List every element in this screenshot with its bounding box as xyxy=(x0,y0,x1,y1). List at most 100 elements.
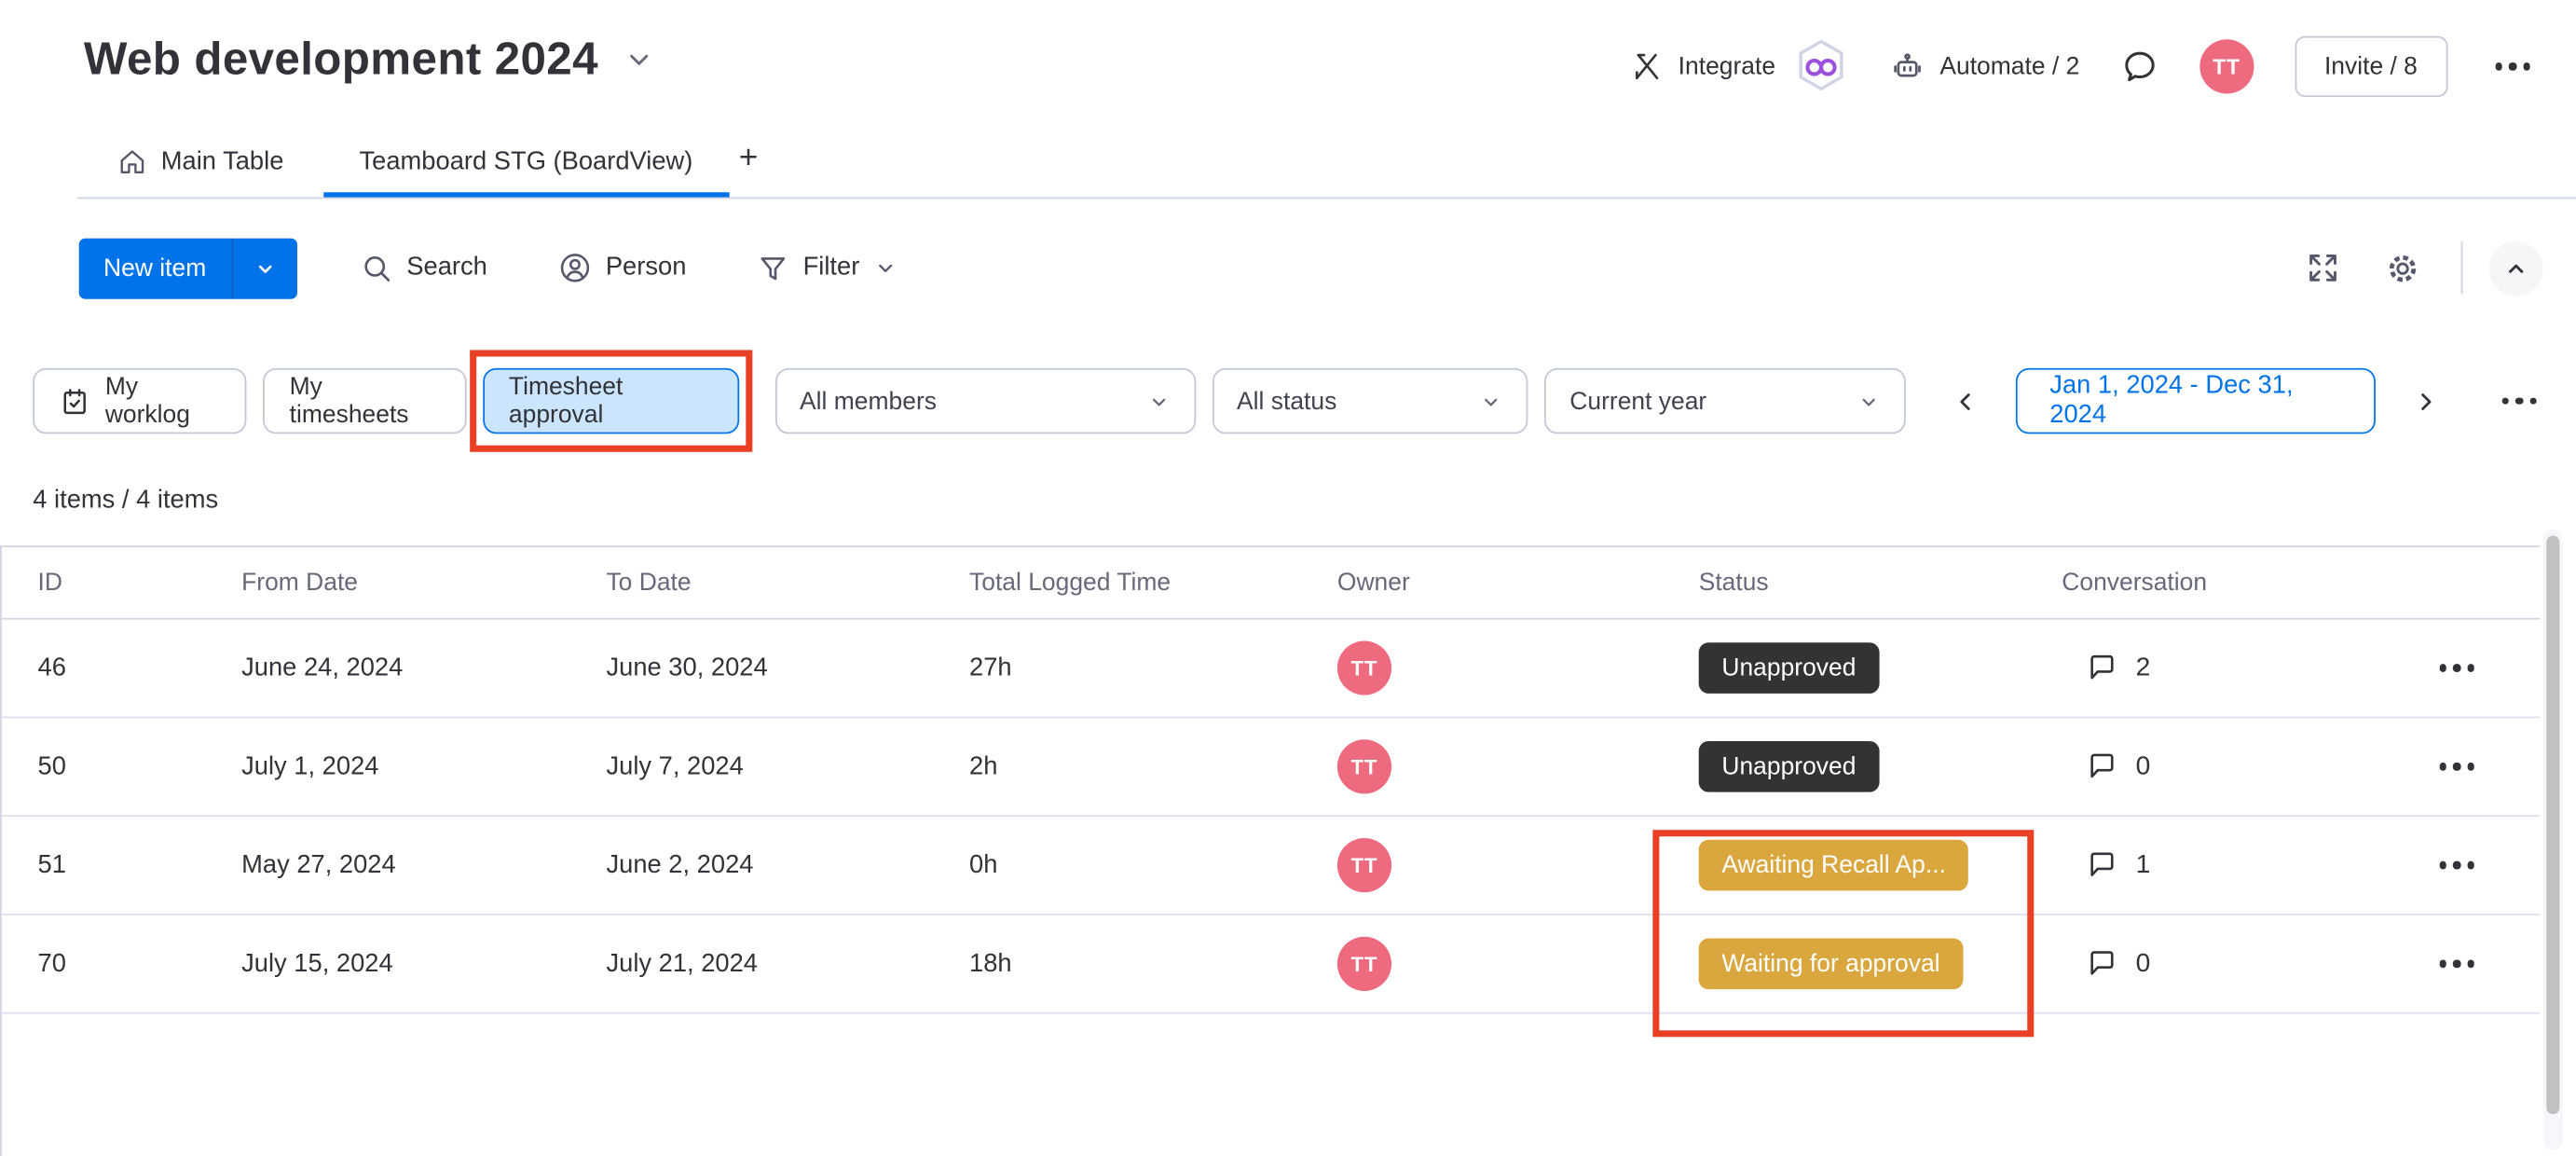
table-row: 70 July 15, 2024 July 21, 2024 18h TT Wa… xyxy=(1,915,2541,1014)
conversation-count: 0 xyxy=(2135,948,2151,977)
integrate-label: Integrate xyxy=(1678,52,1776,81)
owner-avatar[interactable]: TT xyxy=(1336,838,1392,893)
conversation-button[interactable]: 0 xyxy=(2062,750,2374,784)
date-range-button[interactable]: Jan 1, 2024 - Dec 31, 2024 xyxy=(2015,367,2376,434)
status-badge[interactable]: Waiting for approval xyxy=(1698,938,1964,990)
status-badge[interactable]: Awaiting Recall Ap... xyxy=(1698,839,1969,891)
chevron-down-icon xyxy=(1485,397,1499,406)
table-scrollbar xyxy=(2542,529,2563,1150)
scrollbar-thumb[interactable] xyxy=(2546,535,2560,1115)
cell-from-date[interactable]: July 15, 2024 xyxy=(241,948,393,977)
chip-my-timesheets-label: My timesheets xyxy=(289,373,409,430)
owner-avatar[interactable]: TT xyxy=(1336,936,1392,991)
cell-to-date[interactable]: July 7, 2024 xyxy=(606,751,744,780)
speech-bubble-icon xyxy=(2090,654,2114,680)
cell-to-date[interactable]: June 2, 2024 xyxy=(606,850,754,879)
filter-chevron-icon xyxy=(879,264,893,273)
column-header-from-date[interactable]: From Date xyxy=(241,568,359,597)
row-menu-button[interactable] xyxy=(2432,756,2481,777)
cell-id: 70 xyxy=(37,948,66,977)
invite-button[interactable]: Invite / 8 xyxy=(2295,35,2447,98)
integration-hexagon-badge xyxy=(1793,37,1847,96)
column-header-conversation[interactable]: Conversation xyxy=(2062,568,2208,597)
owner-avatar[interactable]: TT xyxy=(1336,739,1392,794)
new-item-split-button: New item xyxy=(78,237,297,298)
chip-my-worklog-label: My worklog xyxy=(104,373,190,430)
period-dropdown[interactable]: Current year xyxy=(1544,367,1906,434)
cell-total-logged-time: 0h xyxy=(969,850,998,879)
board-toolbar: New item Search Person Filter xyxy=(78,237,2543,299)
search-label: Search xyxy=(406,253,487,282)
column-header-to-date[interactable]: To Date xyxy=(606,568,692,597)
filter-button[interactable]: Filter xyxy=(748,241,905,295)
conversation-button[interactable]: 0 xyxy=(2062,946,2374,981)
conversation-count: 0 xyxy=(2135,751,2151,780)
add-view-tab-button[interactable]: + xyxy=(738,139,759,176)
column-header-owner[interactable]: Owner xyxy=(1336,568,1410,597)
board-header: Web development 2024 Integrate xyxy=(0,0,2576,118)
status-badge[interactable]: Unapproved xyxy=(1698,642,1880,694)
chip-timesheet-approval[interactable]: Timesheet approval xyxy=(469,350,752,452)
collapse-header-button[interactable] xyxy=(2488,241,2543,296)
search-icon xyxy=(359,251,393,285)
status-dropdown-value: All status xyxy=(1237,387,1337,416)
board-menu-button[interactable] xyxy=(2488,56,2537,76)
column-header-id[interactable]: ID xyxy=(37,568,62,597)
row-menu-button[interactable] xyxy=(2432,658,2481,679)
previous-period-button[interactable] xyxy=(1938,378,1992,425)
cell-from-date[interactable]: July 1, 2024 xyxy=(241,751,379,780)
user-avatar[interactable]: TT xyxy=(2199,39,2254,94)
person-filter-button[interactable]: Person xyxy=(550,240,693,296)
speech-bubble-icon xyxy=(2090,753,2114,778)
home-icon xyxy=(116,146,147,177)
tab-teamboard-stg[interactable]: Teamboard STG (BoardView) xyxy=(322,147,730,198)
board-title-chevron-icon[interactable] xyxy=(622,41,658,77)
cell-from-date[interactable]: May 27, 2024 xyxy=(241,850,396,879)
fullscreen-icon[interactable] xyxy=(2305,250,2341,286)
automate-button[interactable]: Automate / 2 xyxy=(1889,48,2079,85)
table-header-row: ID From Date To Date Total Logged Time O… xyxy=(1,547,2541,620)
chip-my-worklog[interactable]: My worklog xyxy=(33,367,247,434)
integrate-button[interactable]: Integrate xyxy=(1629,37,1848,96)
cell-to-date[interactable]: June 30, 2024 xyxy=(606,653,768,681)
owner-avatar[interactable]: TT xyxy=(1336,640,1392,695)
column-header-status[interactable]: Status xyxy=(1698,568,1769,597)
cell-from-date[interactable]: June 24, 2024 xyxy=(241,653,404,681)
filter-bar: My worklog My timesheets Timesheet appro… xyxy=(33,350,2543,452)
chevron-down-icon xyxy=(1152,397,1165,406)
search-button[interactable]: Search xyxy=(352,241,494,295)
next-period-button[interactable] xyxy=(2398,378,2452,425)
filter-more-options-button[interactable] xyxy=(2495,391,2543,411)
chat-bubble-icon[interactable] xyxy=(2120,48,2158,86)
tab-teamboard-label: Teamboard STG (BoardView) xyxy=(359,147,693,176)
tab-main-table[interactable]: Main Table xyxy=(77,146,323,198)
cell-to-date[interactable]: July 21, 2024 xyxy=(606,948,759,977)
board-settings-gear-icon[interactable] xyxy=(2384,249,2422,287)
chevron-down-icon xyxy=(1861,397,1875,406)
tab-main-table-label: Main Table xyxy=(160,146,284,175)
row-menu-button[interactable] xyxy=(2432,954,2481,974)
members-dropdown[interactable]: All members xyxy=(774,367,1196,434)
page-title: Web development 2024 xyxy=(83,33,598,84)
table-row: 50 July 1, 2024 July 7, 2024 2h TT Unapp… xyxy=(1,718,2541,818)
column-header-total-logged-time[interactable]: Total Logged Time xyxy=(969,568,1172,597)
status-dropdown[interactable]: All status xyxy=(1212,367,1529,434)
conversation-button[interactable]: 2 xyxy=(2062,651,2374,685)
conversation-count: 1 xyxy=(2135,850,2151,879)
chip-my-timesheets[interactable]: My timesheets xyxy=(263,367,467,434)
timesheet-table: ID From Date To Date Total Logged Time O… xyxy=(0,545,2541,1156)
robot-icon xyxy=(1889,48,1925,85)
row-menu-button[interactable] xyxy=(2432,855,2481,875)
speech-bubble-icon xyxy=(2090,852,2114,876)
cell-id: 46 xyxy=(37,653,66,681)
table-row: 51 May 27, 2024 June 2, 2024 0h TT Await… xyxy=(1,817,2541,915)
cell-id: 51 xyxy=(37,850,66,879)
new-item-button[interactable]: New item xyxy=(78,237,231,298)
status-badge[interactable]: Unapproved xyxy=(1698,741,1880,792)
view-tabs: Main Table Teamboard STG (BoardView) + xyxy=(76,128,2576,200)
cell-total-logged-time: 2h xyxy=(969,751,998,780)
conversation-button[interactable]: 1 xyxy=(2062,848,2374,883)
new-item-dropdown-button[interactable] xyxy=(230,237,297,298)
chip-timesheet-approval-label: Timesheet approval xyxy=(508,373,623,430)
person-icon xyxy=(556,250,593,286)
